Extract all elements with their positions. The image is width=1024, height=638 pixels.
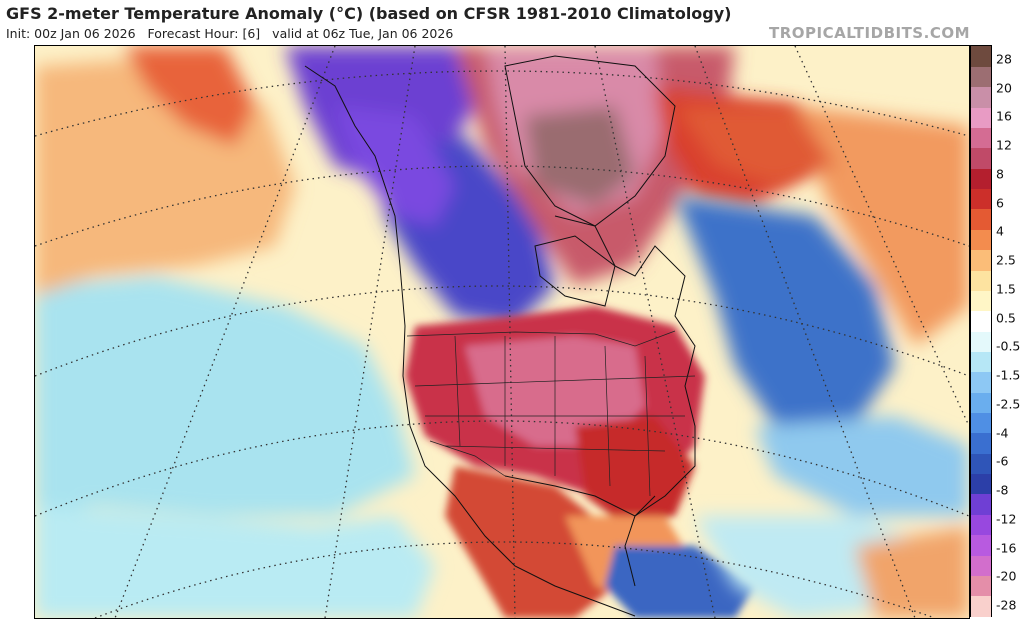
pacific-warm-core — [125, 46, 255, 146]
color-legend-swatch — [971, 66, 991, 88]
color-legend-swatch — [971, 371, 991, 393]
color-legend-tick: 12 — [996, 137, 1012, 153]
central-america-cold — [605, 546, 755, 618]
color-legend-swatch — [971, 290, 991, 312]
pacific-cold-south — [35, 506, 435, 618]
color-legend-tick: -6 — [996, 453, 1009, 469]
color-legend-swatch — [971, 229, 991, 251]
color-legend-tick: -0.5 — [996, 338, 1021, 354]
color-legend-tick: -20 — [996, 568, 1017, 584]
color-legend-swatch — [971, 331, 991, 352]
canada-cold-deep — [335, 106, 455, 226]
color-legend-labels: 28 20 16 12 8 6 4 2.5 1.5 0.5 -0.5 -1.5 -2.5 -4 -6 -8 -1… — [994, 45, 1024, 617]
color-legend — [970, 45, 992, 617]
color-legend-swatch — [971, 208, 991, 230]
color-legend-swatch — [971, 351, 991, 373]
graticule-line — [594, 46, 716, 618]
color-legend-tick: 1.5 — [996, 281, 1016, 297]
us-canada-border — [406, 330, 676, 347]
color-legend-swatch — [971, 188, 991, 210]
color-legend-tick: -16 — [996, 540, 1017, 556]
color-legend-swatch — [971, 453, 991, 475]
color-legend-tick: -2.5 — [996, 396, 1021, 412]
color-legend-swatch — [971, 595, 991, 617]
color-legend-tick: 20 — [996, 80, 1012, 96]
hudson-bay-coastline — [534, 235, 616, 307]
map-title: GFS 2-meter Temperature Anomaly (°C) (ba… — [6, 4, 732, 23]
color-legend-tick: 16 — [996, 108, 1012, 124]
greenland-core — [525, 106, 635, 206]
color-legend-swatch — [971, 269, 991, 291]
color-legend-tick: 4 — [996, 223, 1004, 239]
north-atlantic-warm — [675, 106, 835, 186]
forecast-hour: Forecast Hour: [6] — [147, 26, 261, 41]
anomaly-map — [34, 45, 970, 619]
color-legend-tick: -28 — [996, 597, 1017, 613]
color-legend-swatch — [971, 534, 991, 556]
color-legend-swatch — [971, 473, 991, 495]
color-legend-swatch — [971, 392, 991, 414]
map-canvas — [35, 46, 969, 618]
color-legend-swatch — [971, 554, 991, 576]
color-legend-swatch — [971, 249, 991, 271]
color-legend-swatch — [971, 310, 991, 332]
site-credit: TROPICALTIDBITS.COM — [769, 24, 970, 42]
gulf-coastline — [504, 475, 656, 517]
mexico-warm — [445, 466, 615, 618]
map-subtitle: Init: 00z Jan 06 2026 Forecast Hour: [6]… — [6, 26, 461, 41]
north-america-coastline — [304, 65, 636, 617]
color-legend-swatch — [971, 514, 991, 536]
coastlines — [304, 55, 696, 617]
pacific-cold-west — [35, 276, 415, 516]
atlantic-cold — [675, 196, 895, 426]
south-america — [855, 526, 969, 618]
color-legend-tick: 28 — [996, 51, 1012, 67]
political-borders — [406, 330, 696, 497]
color-legend-swatch — [971, 86, 991, 108]
color-legend-tick: 8 — [996, 166, 1004, 182]
color-legend-tick: 6 — [996, 195, 1004, 211]
init-time: Init: 00z Jan 06 2026 — [6, 26, 136, 41]
color-legend-swatch — [971, 412, 991, 434]
color-legend-swatch — [971, 46, 991, 67]
greenland-coastline — [504, 55, 676, 227]
color-legend-tick: -1.5 — [996, 367, 1021, 383]
atlantic-warm-band — [795, 106, 969, 346]
color-legend-swatch — [971, 127, 991, 149]
color-legend-tick: 2.5 — [996, 252, 1016, 268]
east-coastline — [554, 215, 696, 587]
valid-time: valid at 06z Tue, Jan 06 2026 — [272, 26, 454, 41]
color-legend-tick: -12 — [996, 511, 1017, 527]
color-legend-swatch — [971, 575, 991, 597]
color-legend-tick: -4 — [996, 425, 1009, 441]
color-legend-tick: 0.5 — [996, 310, 1016, 326]
color-legend-swatch — [971, 432, 991, 454]
atlantic-cold-light — [755, 416, 969, 516]
graticule-line — [94, 541, 936, 618]
color-legend-tick: -8 — [996, 482, 1009, 498]
state-borders — [414, 335, 696, 497]
color-legend-swatch — [971, 147, 991, 169]
color-legend-swatch — [971, 493, 991, 515]
graticule-line — [35, 70, 969, 137]
color-legend-swatch — [971, 107, 991, 129]
color-legend-swatch — [971, 168, 991, 190]
southeast-warm — [575, 416, 695, 526]
